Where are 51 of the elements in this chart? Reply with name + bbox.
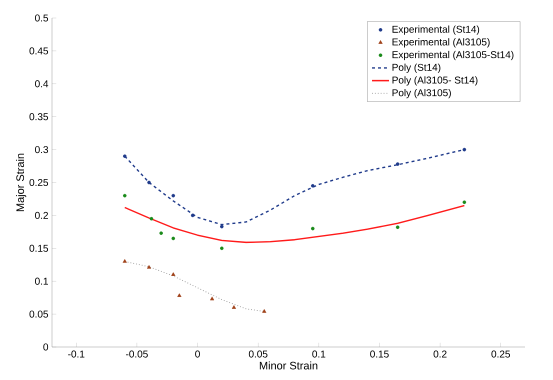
legend-label: Experimental (St14) [392, 25, 480, 35]
point [177, 293, 182, 297]
x-tick-label: 0 [195, 350, 200, 358]
point [122, 154, 127, 158]
x-tick-label: 0.05 [248, 350, 268, 358]
y-tick-label: 0.4 [35, 80, 48, 88]
legend-label: Poly (St14) [392, 64, 440, 73]
y-tick-label: 0.5 [35, 14, 48, 22]
point [147, 180, 151, 184]
point [171, 236, 176, 240]
legend-label: Experimental (Al3105) [392, 38, 490, 48]
y-tick-label: 0.3 [35, 146, 48, 154]
point [310, 226, 315, 230]
point [122, 194, 127, 198]
point [310, 184, 315, 188]
x-tick-label: -0.1 [68, 350, 84, 358]
x-tick-label: -0.05 [126, 350, 148, 358]
point [159, 231, 163, 235]
point [220, 224, 224, 228]
x-axis-title: Minor Strain [260, 361, 318, 370]
y-tick-label: 0.1 [35, 278, 48, 285]
point [122, 259, 127, 263]
point [262, 309, 266, 313]
point [210, 296, 214, 300]
point [190, 214, 194, 218]
point [462, 148, 466, 152]
x-tick-label: 0.15 [370, 350, 389, 358]
y-tick-label: 0.2 [35, 212, 48, 219]
point [396, 225, 400, 230]
point [232, 305, 236, 309]
legend-label: Experimental (Al3105-St14) [392, 50, 514, 60]
point [146, 264, 152, 269]
x-tick-label: 0.25 [491, 350, 510, 358]
y-tick-label: 0.05 [29, 310, 48, 318]
legend-label: Poly (Al3105) [392, 88, 451, 98]
point [462, 200, 466, 204]
y-axis-title: Major Strain [16, 154, 26, 212]
y-tick-label: 0 [43, 343, 48, 351]
point [171, 194, 176, 198]
y-tick-label: 0.35 [29, 113, 48, 120]
point [220, 246, 224, 250]
x-tick-label: 0.1 [312, 350, 326, 358]
y-tick-label: 0.25 [29, 178, 48, 186]
line-series [124, 204, 466, 244]
legend-label: Poly (Al3105- St14) [392, 76, 478, 86]
x-tick-label: 0.2 [434, 350, 447, 358]
point [150, 216, 154, 220]
y-tick-label: 0.15 [29, 244, 48, 252]
point [171, 272, 176, 276]
point [396, 162, 400, 166]
y-tick-label: 0.45 [29, 47, 48, 54]
